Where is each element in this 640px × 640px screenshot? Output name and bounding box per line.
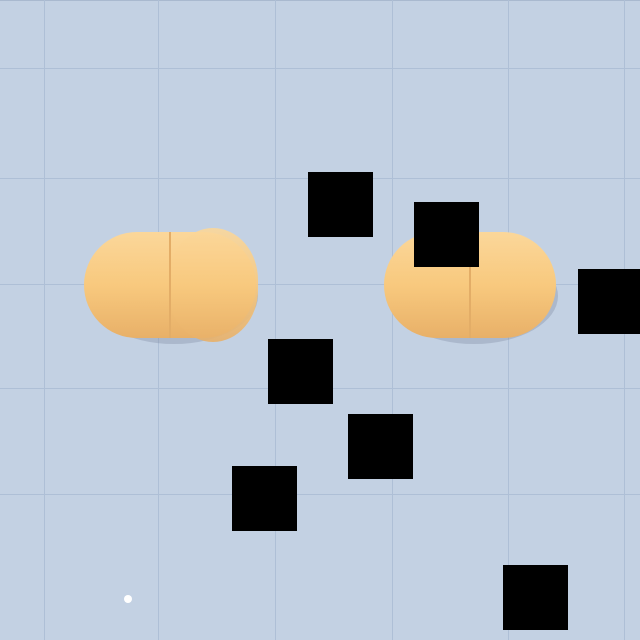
- grid-line: [0, 494, 640, 495]
- grid-line: [392, 0, 393, 640]
- top-ruler: [0, 0, 640, 68]
- mfds-emblem-icon: [121, 586, 136, 613]
- capsule-back: [84, 228, 258, 344]
- grid-line: [0, 284, 640, 285]
- grid-line: [0, 68, 640, 69]
- mfds-logo: [10, 580, 140, 620]
- redaction-box: [414, 202, 479, 267]
- redaction-box: [348, 414, 413, 479]
- redaction-box: [308, 172, 373, 237]
- redaction-box: [578, 269, 640, 334]
- grid-line: [44, 0, 45, 640]
- redaction-box: [268, 339, 333, 404]
- redaction-box: [503, 565, 568, 630]
- left-ruler: [0, 68, 44, 640]
- grid-line: [275, 0, 276, 640]
- redaction-box: [232, 466, 297, 531]
